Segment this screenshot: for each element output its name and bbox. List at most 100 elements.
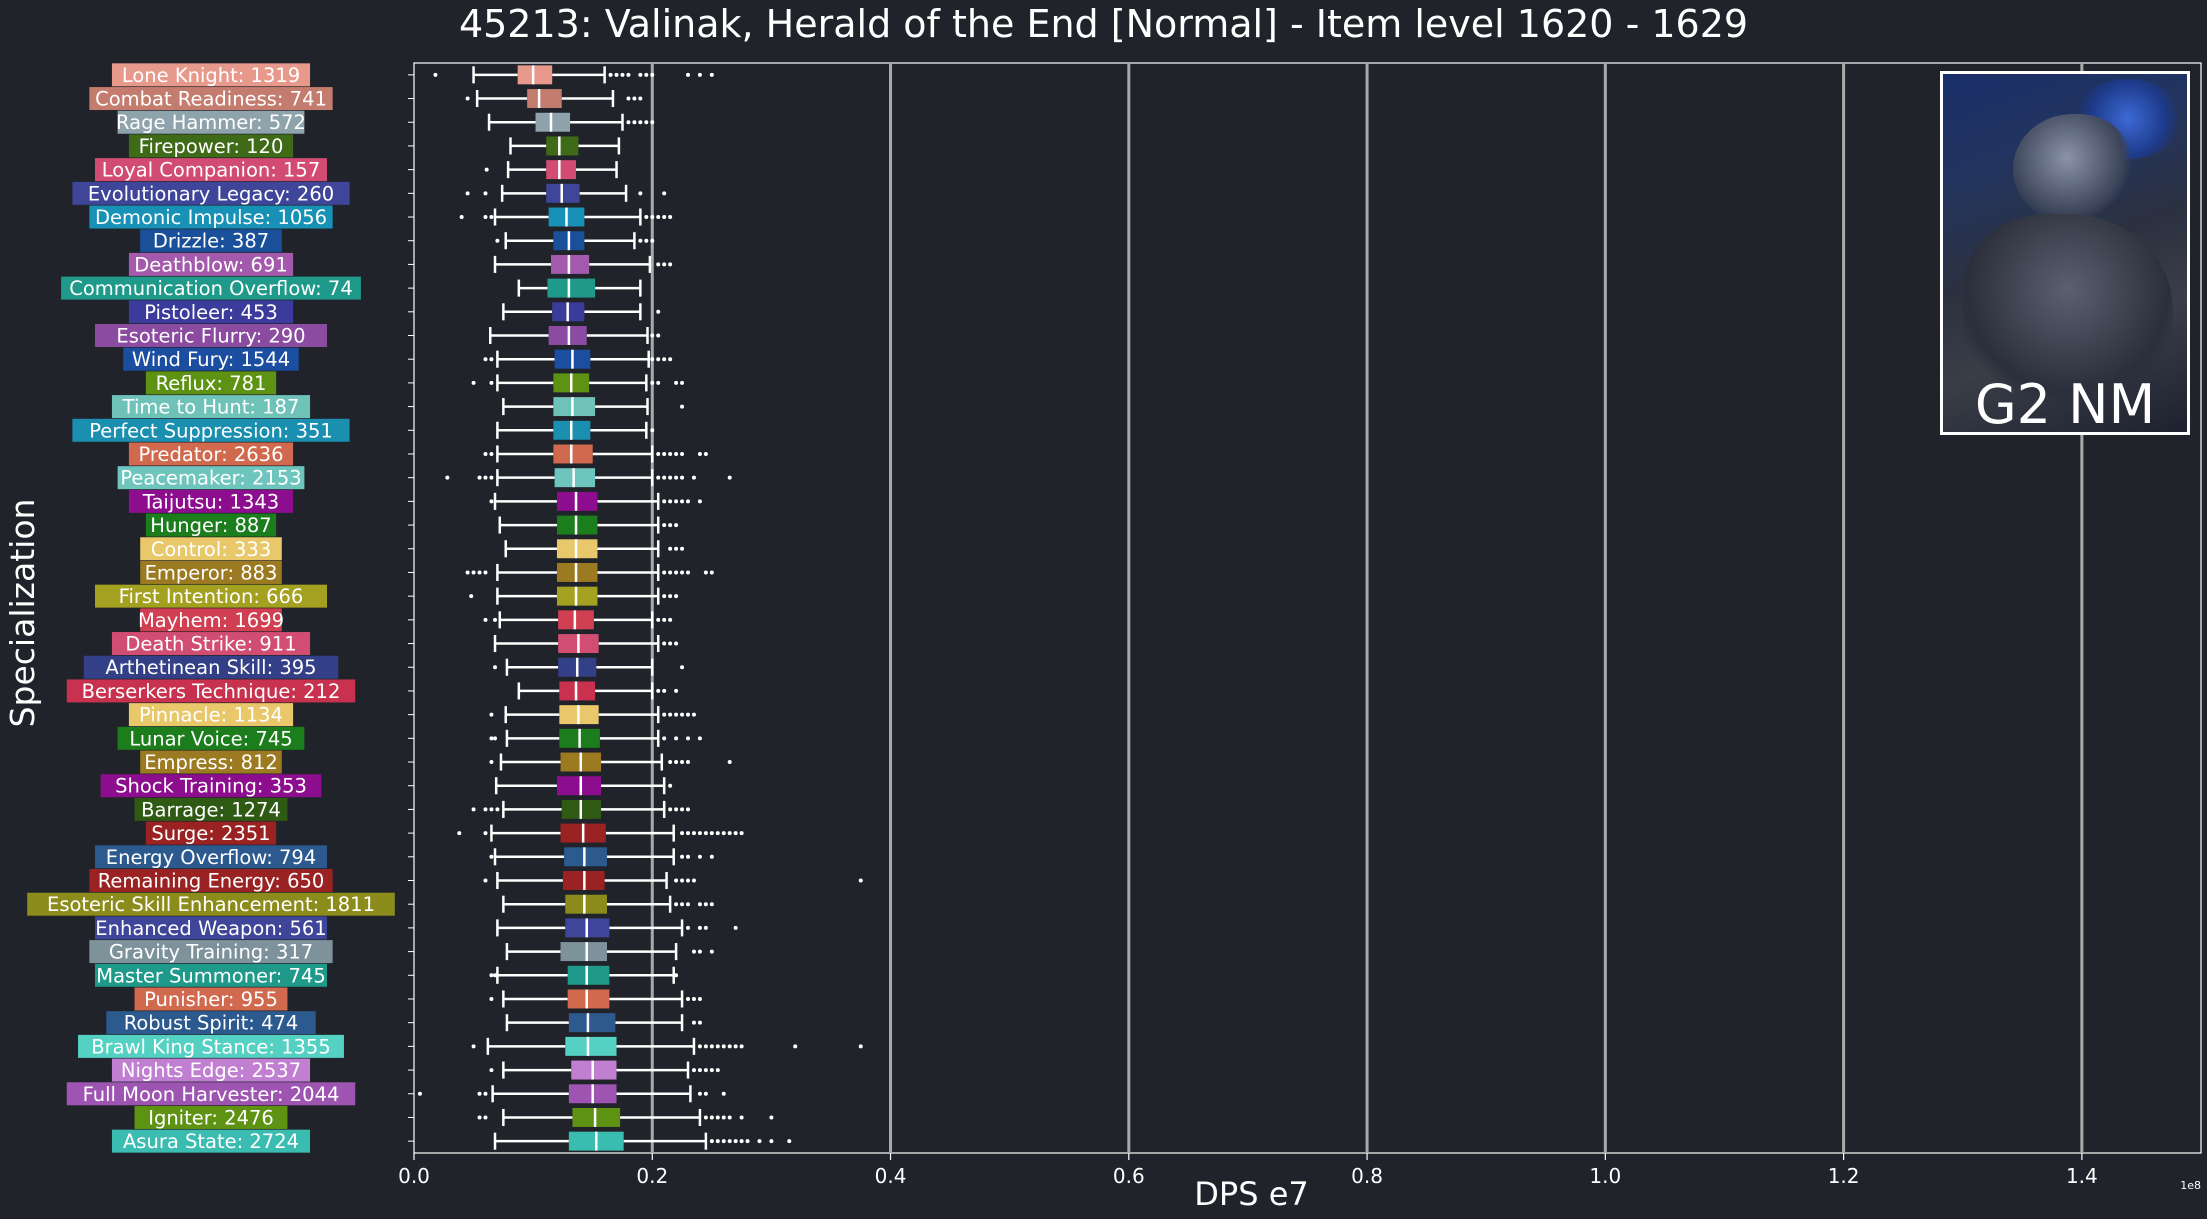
xtick-label: 1.4: [2066, 1164, 2098, 1188]
boss-portrait-image: G2 NM: [1940, 71, 2190, 435]
outlier-point: [680, 854, 685, 859]
outlier-point: [680, 712, 685, 717]
outlier-point: [489, 736, 494, 741]
outlier-point: [626, 96, 631, 101]
outlier-point: [703, 925, 708, 930]
xtick-label: 0.4: [875, 1164, 907, 1188]
outlier-point: [686, 996, 691, 1001]
outlier-point: [662, 617, 667, 622]
ytick-label-bg: [128, 442, 294, 466]
outlier-point: [727, 760, 732, 765]
outlier-point: [721, 1091, 726, 1096]
outlier-point: [668, 546, 673, 551]
outlier-point: [650, 357, 655, 362]
outlier-point: [459, 215, 464, 220]
outlier-point: [709, 72, 714, 77]
outlier-point: [445, 475, 450, 480]
outlier-point: [715, 1115, 720, 1120]
ytick-label: Perfect Suppression: 351: [89, 419, 333, 442]
ytick-label-bg: [140, 229, 282, 253]
outlier-point: [650, 380, 655, 385]
ytick-label-bg: [95, 324, 327, 347]
ytick-label: Surge: 2351: [151, 822, 270, 845]
outlier-point: [465, 96, 470, 101]
outlier-point: [680, 380, 685, 385]
ytick-label: Remaining Energy: 650: [98, 870, 325, 893]
outlier-point: [709, 1044, 714, 1049]
outlier-point: [715, 1139, 720, 1144]
outlier-point: [727, 1044, 732, 1049]
ytick-label: Loyal Companion: 157: [102, 159, 320, 182]
outlier-point: [662, 191, 667, 196]
ytick-label-bg: [111, 1129, 311, 1153]
outlier-point: [733, 1044, 738, 1049]
outlier-point: [493, 665, 498, 670]
ytick-label-bg: [95, 963, 327, 987]
outlier-point: [721, 1115, 726, 1120]
ytick-label: Gravity Training: 317: [109, 941, 313, 964]
outlier-point: [477, 1115, 482, 1120]
ytick-label: Mayhem: 1699: [138, 609, 284, 632]
outlier-point: [650, 238, 655, 243]
outlier-point: [650, 72, 655, 77]
outlier-point: [739, 1115, 744, 1120]
outlier-point: [483, 1091, 488, 1096]
ytick-label: Robust Spirit: 474: [124, 1012, 299, 1035]
outlier-point: [638, 96, 643, 101]
outlier-point: [680, 499, 685, 504]
outlier-point: [668, 451, 673, 456]
outlier-point: [709, 1068, 714, 1073]
ytick-label: Communication Overflow: 74: [69, 277, 352, 300]
outlier-point: [680, 807, 685, 812]
ytick-label-bg: [61, 276, 361, 300]
ytick-label-bg: [72, 418, 350, 442]
box-iqr: [546, 160, 577, 180]
outlier-point: [733, 925, 738, 930]
ytick-label: Barrage: 1274: [141, 798, 281, 821]
outlier-point: [733, 1139, 738, 1144]
outlier-point: [484, 167, 489, 172]
outlier-point: [614, 72, 619, 77]
ytick-label: Shock Training: 353: [115, 775, 307, 798]
outlier-point: [656, 215, 661, 220]
outlier-point: [626, 72, 631, 77]
outlier-point: [638, 191, 643, 196]
ytick-label: Nights Edge: 2537: [121, 1059, 301, 1082]
outlier-point: [483, 807, 488, 812]
ytick-label: Deathblow: 691: [134, 253, 288, 276]
outlier-point: [668, 262, 673, 267]
outlier-point: [417, 1091, 422, 1096]
ytick-label-bg: [95, 916, 327, 940]
outlier-point: [697, 996, 702, 1001]
outlier-point: [668, 570, 673, 575]
outlier-point: [703, 902, 708, 907]
outlier-point: [489, 357, 494, 362]
ytick-label: Pistoleer: 453: [144, 301, 278, 324]
outlier-point: [715, 1044, 720, 1049]
outlier-point: [471, 570, 476, 575]
outlier-point: [769, 1115, 774, 1120]
outlier-point: [638, 120, 643, 125]
ytick-label-bg: [111, 1058, 311, 1082]
outlier-point: [483, 475, 488, 480]
outlier-point: [668, 357, 673, 362]
outlier-point: [697, 1091, 702, 1096]
ytick-label: Wind Fury: 1544: [132, 348, 290, 371]
outlier-point: [489, 475, 494, 480]
outlier-point: [674, 973, 679, 978]
outlier-point: [650, 428, 655, 433]
outlier-point: [489, 1068, 494, 1073]
outlier-point: [483, 357, 488, 362]
outlier-point: [644, 72, 649, 77]
ytick-label: Arthetinean Skill: 395: [105, 656, 316, 679]
ytick-label: First Intention: 666: [119, 585, 304, 608]
outlier-point: [644, 238, 649, 243]
outlier-point: [471, 1044, 476, 1049]
outlier-point: [662, 736, 667, 741]
outlier-point: [489, 973, 494, 978]
outlier-point: [691, 475, 696, 480]
ytick-label: Lunar Voice: 745: [129, 727, 292, 750]
ytick-label-bg: [89, 205, 333, 229]
ytick-label: Predator: 2636: [139, 443, 284, 466]
outlier-point: [727, 475, 732, 480]
